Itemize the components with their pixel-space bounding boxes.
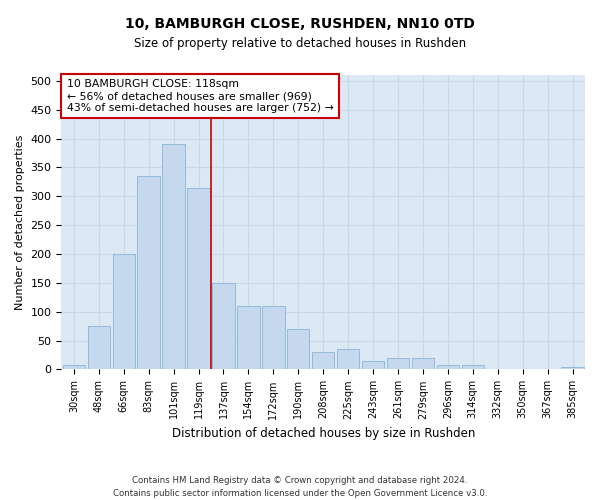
Bar xyxy=(437,365,459,370)
Bar xyxy=(137,176,160,370)
Text: 10 BAMBURGH CLOSE: 118sqm
← 56% of detached houses are smaller (969)
43% of semi: 10 BAMBURGH CLOSE: 118sqm ← 56% of detac… xyxy=(67,80,334,112)
Bar xyxy=(387,358,409,370)
Bar xyxy=(337,349,359,370)
Bar xyxy=(163,144,185,370)
Text: Size of property relative to detached houses in Rushden: Size of property relative to detached ho… xyxy=(134,38,466,51)
Bar xyxy=(62,365,85,370)
Bar xyxy=(113,254,135,370)
Bar xyxy=(461,365,484,370)
Text: 10, BAMBURGH CLOSE, RUSHDEN, NN10 0TD: 10, BAMBURGH CLOSE, RUSHDEN, NN10 0TD xyxy=(125,18,475,32)
Text: Contains HM Land Registry data © Crown copyright and database right 2024.
Contai: Contains HM Land Registry data © Crown c… xyxy=(113,476,487,498)
Bar xyxy=(212,283,235,370)
Bar xyxy=(237,306,260,370)
Bar xyxy=(88,326,110,370)
Bar xyxy=(262,306,284,370)
Y-axis label: Number of detached properties: Number of detached properties xyxy=(15,134,25,310)
Bar xyxy=(287,329,310,370)
Bar xyxy=(412,358,434,370)
Bar xyxy=(562,366,584,370)
Bar xyxy=(312,352,334,370)
Bar xyxy=(187,188,210,370)
Bar xyxy=(362,361,384,370)
X-axis label: Distribution of detached houses by size in Rushden: Distribution of detached houses by size … xyxy=(172,427,475,440)
